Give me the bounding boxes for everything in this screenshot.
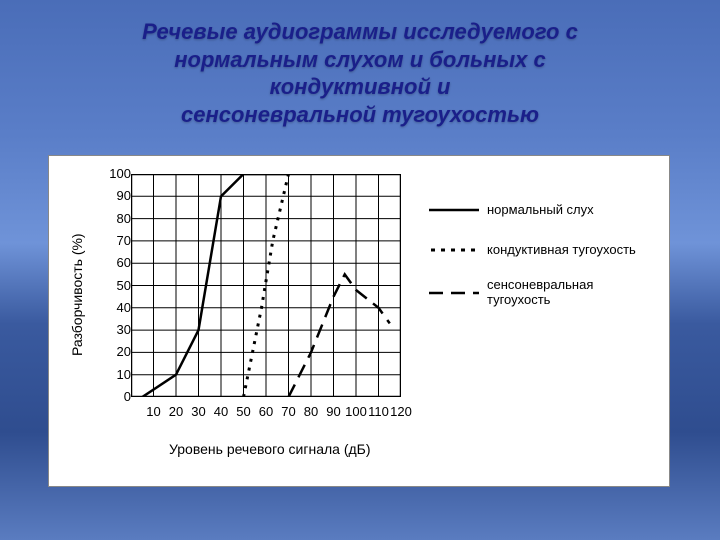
x-tick: 90 [323,404,345,419]
y-tick: 50 [107,278,131,293]
x-tick: 60 [255,404,277,419]
x-tick: 80 [300,404,322,419]
y-tick: 70 [107,233,131,248]
legend-item-normal: нормальный слух [429,198,636,222]
title-line: кондуктивной и [0,73,720,101]
legend-sample [429,238,479,262]
x-tick: 110 [368,404,390,419]
plot-area [131,174,401,397]
legend-label: кондуктивная тугоухость [487,243,636,258]
x-tick: 120 [390,404,412,419]
slide-title: Речевые аудиограммы исследуемого снормал… [0,18,720,128]
legend-item-sensorineural: сенсоневральнаятугоухость [429,278,636,308]
x-tick: 20 [165,404,187,419]
x-tick: 30 [188,404,210,419]
legend-label: нормальный слух [487,203,594,218]
legend-sample [429,281,479,305]
y-tick: 20 [107,344,131,359]
x-tick: 100 [345,404,367,419]
y-tick: 10 [107,367,131,382]
series-sensorineural [289,274,390,397]
y-tick: 0 [107,389,131,404]
title-line: Речевые аудиограммы исследуемого с [0,18,720,46]
y-tick: 60 [107,255,131,270]
legend-label: сенсоневральнаятугоухость [487,278,593,308]
x-tick: 70 [278,404,300,419]
y-tick: 30 [107,322,131,337]
x-axis-label: Уровень речевого сигнала (дБ) [169,441,371,457]
legend: нормальный слух кондуктивная тугоухость се… [429,198,636,324]
y-tick: 40 [107,300,131,315]
x-tick: 40 [210,404,232,419]
audiogram-chart: Разборчивость (%) Уровень речевого сигна… [48,155,670,487]
legend-sample [429,198,479,222]
x-tick: 10 [143,404,165,419]
plot-svg [131,174,401,397]
y-tick: 90 [107,188,131,203]
title-line: нормальным слухом и больных с [0,46,720,74]
legend-item-conductive: кондуктивная тугоухость [429,238,636,262]
y-tick: 80 [107,211,131,226]
y-tick: 100 [107,166,131,181]
title-line: сенсоневральной тугоухостью [0,101,720,129]
x-tick: 50 [233,404,255,419]
